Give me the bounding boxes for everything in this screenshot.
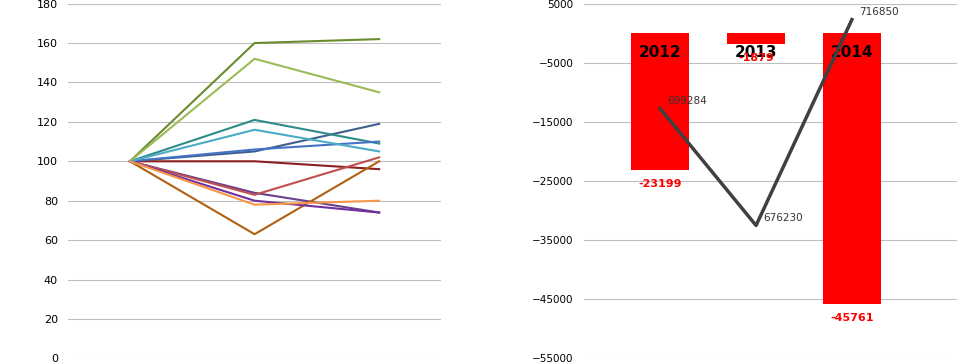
Bar xyxy=(631,33,689,171)
Text: 2013: 2013 xyxy=(735,45,777,60)
Bar xyxy=(727,33,785,44)
Text: 676230: 676230 xyxy=(763,213,803,223)
Text: 2012: 2012 xyxy=(639,45,682,60)
Text: -1879: -1879 xyxy=(738,53,774,63)
Text: 699284: 699284 xyxy=(667,96,707,106)
Text: -23199: -23199 xyxy=(638,179,682,189)
Bar xyxy=(823,33,881,304)
Text: 2014: 2014 xyxy=(831,45,873,60)
Text: -45761: -45761 xyxy=(830,313,873,323)
Text: 716850: 716850 xyxy=(859,7,898,17)
